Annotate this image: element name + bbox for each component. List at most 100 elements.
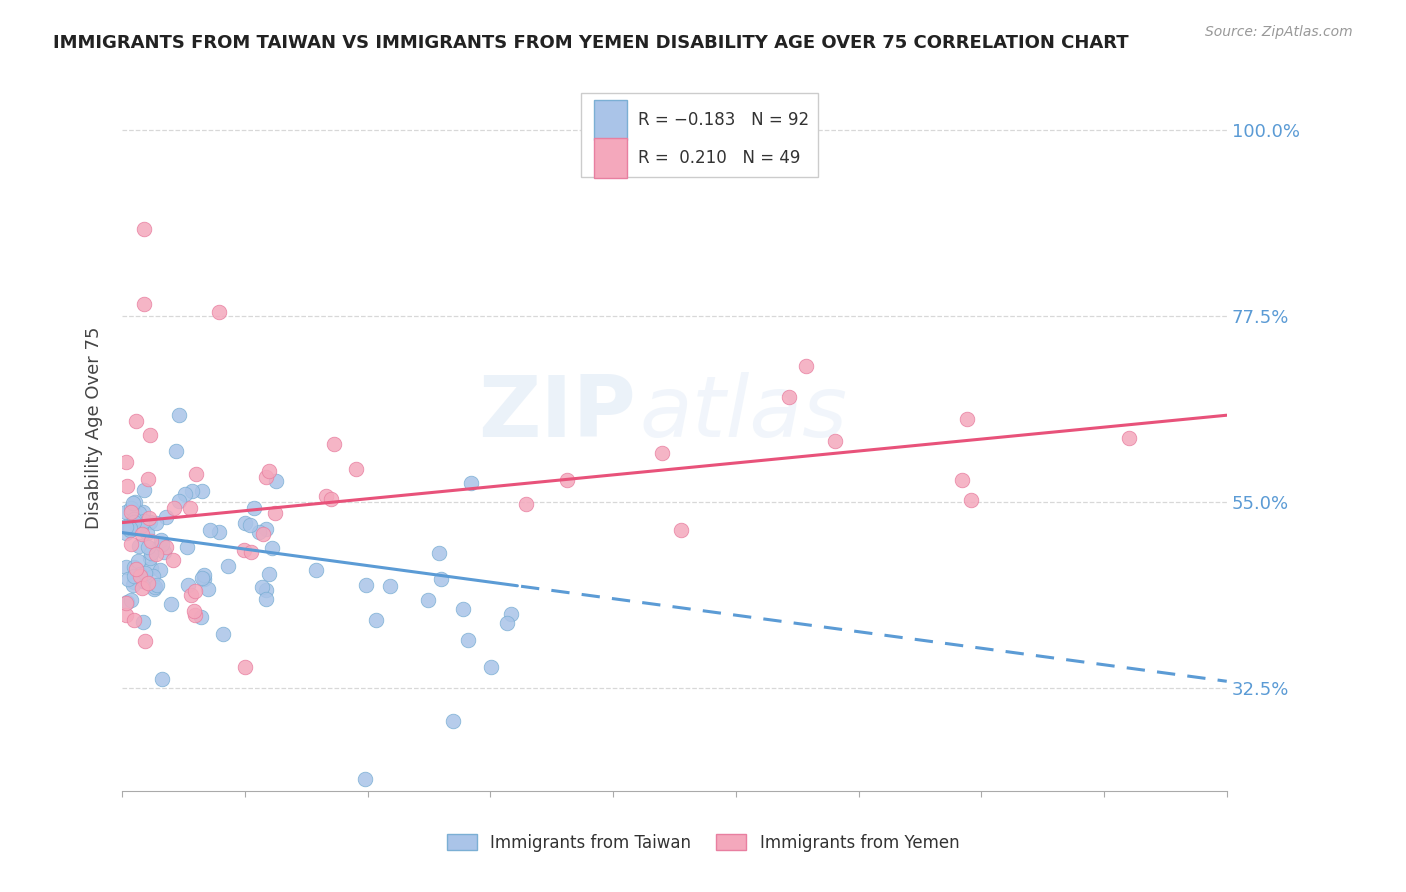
- Point: [960, 492, 983, 507]
- Point: [139, 427, 162, 442]
- Point: [186, 467, 208, 481]
- Point: [366, 613, 388, 627]
- Point: [122, 495, 145, 509]
- Point: [134, 566, 156, 580]
- Point: [134, 222, 156, 236]
- Point: [794, 359, 817, 373]
- Point: [430, 573, 453, 587]
- Text: R = −0.183   N = 92: R = −0.183 N = 92: [638, 111, 808, 129]
- Point: [193, 568, 215, 582]
- Point: [460, 475, 482, 490]
- Point: [515, 497, 537, 511]
- Point: [129, 566, 152, 581]
- Point: [155, 509, 177, 524]
- Point: [129, 518, 152, 533]
- Point: [127, 554, 149, 568]
- Point: [121, 578, 143, 592]
- Point: [233, 543, 256, 558]
- Point: [132, 483, 155, 497]
- Point: [122, 515, 145, 529]
- Point: [190, 571, 212, 585]
- Point: [198, 523, 221, 537]
- Point: [139, 546, 162, 560]
- Point: [142, 582, 165, 597]
- Point: [443, 714, 465, 728]
- Point: [160, 597, 183, 611]
- Legend: Immigrants from Taiwan, Immigrants from Yemen: Immigrants from Taiwan, Immigrants from …: [440, 828, 966, 859]
- Point: [257, 567, 280, 582]
- Point: [120, 537, 142, 551]
- Point: [122, 613, 145, 627]
- Point: [115, 559, 138, 574]
- Point: [117, 572, 139, 586]
- Point: [134, 633, 156, 648]
- Point: [427, 546, 450, 560]
- Point: [134, 514, 156, 528]
- Point: [254, 582, 277, 597]
- Point: [239, 545, 262, 559]
- Point: [183, 583, 205, 598]
- Point: [555, 473, 578, 487]
- Point: [180, 588, 202, 602]
- Point: [153, 545, 176, 559]
- Point: [252, 580, 274, 594]
- Point: [495, 615, 517, 630]
- Point: [453, 602, 475, 616]
- Text: atlas: atlas: [640, 372, 846, 455]
- Point: [115, 505, 138, 519]
- Point: [346, 461, 368, 475]
- Y-axis label: Disability Age Over 75: Disability Age Over 75: [86, 326, 103, 529]
- Point: [150, 672, 173, 686]
- Point: [208, 305, 231, 319]
- Point: [115, 607, 138, 622]
- Point: [177, 578, 200, 592]
- Point: [669, 523, 692, 537]
- Point: [145, 516, 167, 530]
- Point: [128, 539, 150, 553]
- Point: [165, 444, 187, 458]
- Point: [257, 464, 280, 478]
- Point: [211, 627, 233, 641]
- Point: [305, 563, 328, 577]
- Point: [252, 526, 274, 541]
- Point: [132, 574, 155, 588]
- Point: [217, 558, 239, 573]
- Point: [150, 537, 173, 551]
- Point: [142, 569, 165, 583]
- Point: [254, 522, 277, 536]
- Point: [122, 574, 145, 589]
- Point: [115, 526, 138, 541]
- Point: [243, 500, 266, 515]
- Text: R =  0.210   N = 49: R = 0.210 N = 49: [638, 149, 800, 168]
- FancyBboxPatch shape: [581, 93, 818, 177]
- Point: [321, 491, 343, 506]
- Point: [315, 490, 337, 504]
- Point: [180, 484, 202, 499]
- Point: [501, 607, 523, 621]
- Point: [208, 524, 231, 539]
- Point: [197, 582, 219, 596]
- Point: [120, 505, 142, 519]
- Point: [263, 506, 285, 520]
- Point: [254, 469, 277, 483]
- Point: [124, 495, 146, 509]
- Text: Source: ZipAtlas.com: Source: ZipAtlas.com: [1205, 25, 1353, 39]
- Point: [139, 561, 162, 575]
- Point: [131, 505, 153, 519]
- Point: [235, 516, 257, 531]
- Point: [176, 541, 198, 555]
- Point: [125, 562, 148, 576]
- Point: [131, 574, 153, 588]
- Point: [651, 445, 673, 459]
- Point: [162, 552, 184, 566]
- Point: [115, 595, 138, 609]
- Point: [131, 527, 153, 541]
- Point: [129, 568, 152, 582]
- Point: [120, 523, 142, 537]
- Point: [148, 563, 170, 577]
- Point: [145, 547, 167, 561]
- FancyBboxPatch shape: [593, 100, 627, 140]
- Point: [184, 607, 207, 622]
- Point: [1118, 431, 1140, 445]
- Point: [136, 541, 159, 555]
